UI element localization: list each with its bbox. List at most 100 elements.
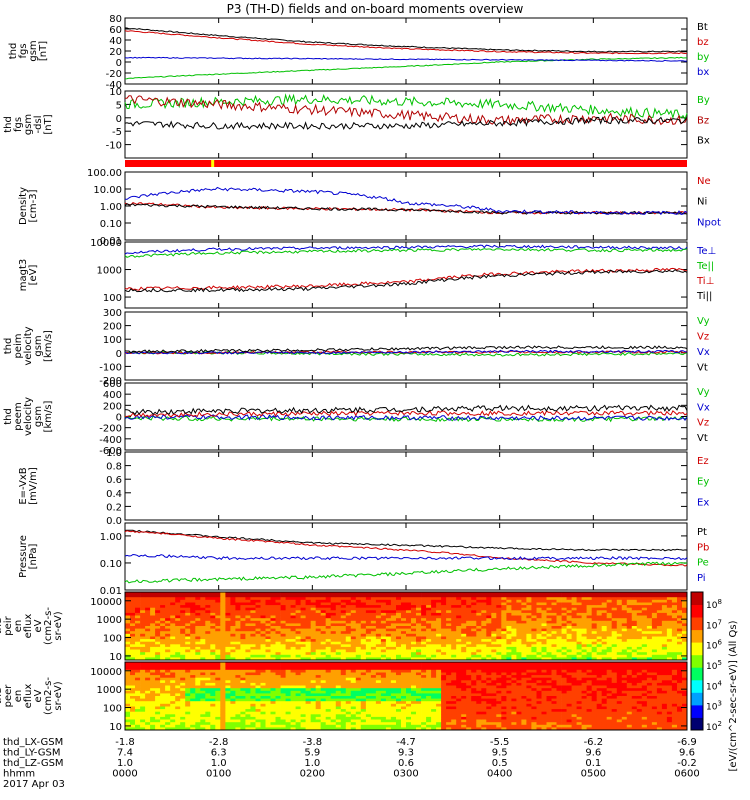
y-axis-label-line: [eV] <box>28 265 39 286</box>
y-tick-label: 0.2 <box>106 502 122 513</box>
y-axis-label-line: eflux <box>23 684 34 709</box>
y-axis-label-line: magt3 <box>18 259 29 292</box>
ephemeris-table: thd_LX-GSM -1.8 -2.8 -3.8 -4.7 -5.5 -6.2 -6.9 th… <box>3 737 700 790</box>
y-axis-label-line: peer <box>3 684 14 708</box>
panel-efield: E=-VxB [mV/m] 1.0 0.8 0.6 0.4 0.2 0.0 Ez Ey Ex <box>18 448 709 527</box>
status-bar <box>125 160 687 167</box>
y-tick-label: 0.8 <box>106 462 122 473</box>
series-Pb <box>124 530 688 567</box>
panel-peem_vel: thd peem velocity gsm [km/s]6004002000-200-4… <box>3 379 710 457</box>
ephemeris-value: -6.2 <box>584 737 604 748</box>
y-axis-label-line: gsm <box>23 114 34 135</box>
legend-Ne: Ne <box>697 176 711 187</box>
ephemeris-value: 0100 <box>206 769 231 780</box>
y-tick-label: 0.10 <box>100 559 122 570</box>
ephemeris-value: 1.0 <box>304 758 320 769</box>
y-tick-label: 0.6 <box>106 475 122 486</box>
y-tick-label: 0 <box>116 413 122 424</box>
y-tick-label: 10 <box>109 652 122 663</box>
y-tick-label: 100 <box>103 704 122 715</box>
ephemeris-value: -1.8 <box>115 737 135 748</box>
y-tick-label: 100.00 <box>87 168 122 179</box>
ephemeris-value: 0200 <box>300 769 325 780</box>
legend-Te||: Te|| <box>696 261 714 272</box>
y-tick-label: 200 <box>103 322 122 333</box>
y-axis-label-line: gsm <box>28 40 39 61</box>
y-tick-label: 10000 <box>90 667 122 678</box>
ephemeris-label: thd_LX-GSM <box>3 737 63 748</box>
ephemeris-value: 0.1 <box>585 758 601 769</box>
legend-Vz: Vz <box>697 332 709 343</box>
y-tick-label: 0 <box>116 349 122 360</box>
y-tick-label: -5 <box>112 127 122 138</box>
y-tick-label: -600 <box>99 446 122 457</box>
y-axis-label-line: (cm2-s- <box>43 607 54 645</box>
colorbar-tick: 106 <box>706 639 722 652</box>
y-axis-label-line: (cm2-s- <box>43 677 54 715</box>
y-axis-label-line: eV <box>33 619 44 632</box>
y-axis-label-line: peim <box>13 333 24 358</box>
y-tick-label: 100 <box>103 293 122 304</box>
y-axis-label-line: gsm <box>33 335 44 356</box>
ephemeris-value: 9.6 <box>585 748 601 759</box>
legend-Ez: Ez <box>697 456 709 467</box>
legend-bx: bx <box>697 67 709 78</box>
colorbar-tick: 104 <box>706 679 722 692</box>
ephemeris-value: -4.7 <box>396 737 416 748</box>
y-tick-label: 1000 <box>97 615 122 626</box>
y-tick-label: 0 <box>116 58 122 69</box>
ephemeris-value: 9.6 <box>679 748 695 759</box>
ephemeris-value: 0500 <box>581 769 606 780</box>
ephemeris-value: 5.9 <box>304 748 320 759</box>
y-axis-label-line: sr-eV) <box>53 681 64 710</box>
status-bar-mark <box>211 160 215 167</box>
y-tick-label: 200 <box>103 401 122 412</box>
y-axis-label: E=-VxB [mV/m] <box>18 467 39 505</box>
y-tick-label: 600 <box>103 379 122 390</box>
y-tick-label: 60 <box>109 25 122 36</box>
legend-Bz: Bz <box>697 115 709 126</box>
panel-peer: thd peer en eflux eV (cm2-s-sr-eV) 10000 1000 10… <box>0 661 688 733</box>
ephemeris-value: 0600 <box>674 769 699 780</box>
legend-Vy: Vy <box>697 316 710 327</box>
legend-by: by <box>697 52 709 63</box>
legend-Vx: Vx <box>697 347 710 358</box>
series-bz <box>124 30 688 55</box>
y-tick-label: 20 <box>109 47 122 58</box>
series-Ti|| <box>124 269 688 293</box>
series-Pi <box>124 553 688 561</box>
y-axis-label: thd peem velocity gsm [km/s] <box>3 397 54 436</box>
panel-pressure: Pressure [nPa] 1.00 0.10 0.01 Pt Pb Pe Pi <box>18 522 709 597</box>
panel-peim_vel: thd peim velocity gsm [km/s] 300 200 100 0 -100 -2… <box>3 308 710 387</box>
series-Pe <box>124 561 688 584</box>
y-axis-label-line: [nPa] <box>28 543 39 569</box>
y-tick-label: 1.00 <box>100 202 122 213</box>
series-Te|| <box>124 247 687 258</box>
colorbar: 108 107 106 105 104 103 102 [eV/(cm^2-sec-sr-eV… <box>690 591 739 771</box>
y-axis-label-line: thd <box>3 116 14 133</box>
ephemeris-value: 7.4 <box>117 748 133 759</box>
y-axis-label: thd peer en eflux eV (cm2-s-sr-eV) <box>0 677 64 715</box>
ephemeris-value: -2.8 <box>209 737 229 748</box>
series-Vz <box>124 410 688 418</box>
legend-Ti||: Ti|| <box>696 291 712 302</box>
ephemeris-value: -5.5 <box>490 737 510 748</box>
y-axis-label-line: peem <box>13 402 24 430</box>
series-by <box>124 56 687 80</box>
ephemeris-label: hhmm <box>3 769 35 780</box>
panel-density: Density [cm-3] 100.00 10.00 1.00 0.10 0.01 Ne Ni… <box>18 168 721 247</box>
chart-title: P3 (TH-D) fields and on-board moments ov… <box>226 2 524 16</box>
series-Npot <box>124 186 688 216</box>
legend-Pb: Pb <box>697 542 709 553</box>
series-Pt <box>124 529 688 552</box>
y-tick-label: -10 <box>106 141 122 152</box>
y-tick-label: 40 <box>109 36 122 47</box>
y-axis-label-line: thd <box>0 688 4 705</box>
y-axis-label: Density [cm-3] <box>18 187 39 225</box>
colorbar-tick: 105 <box>706 659 722 672</box>
series-Bz <box>124 95 688 127</box>
colorbar-tick: 103 <box>706 700 722 713</box>
y-axis-label: thd peim velocity gsm [km/s] <box>3 326 54 365</box>
y-tick-label: 0 <box>116 114 122 125</box>
y-tick-label: 100 <box>103 335 122 346</box>
